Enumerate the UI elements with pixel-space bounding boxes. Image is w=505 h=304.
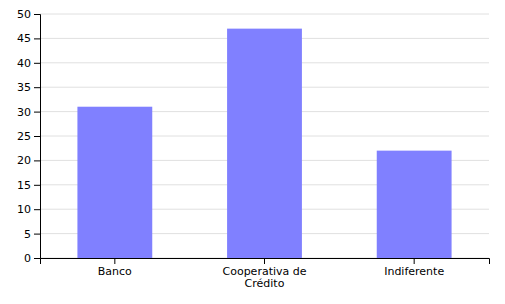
- y-tick-label: 30: [17, 106, 31, 119]
- y-tick: 40: [17, 57, 40, 70]
- y-tick-mark: [34, 87, 40, 88]
- x-tick: Banco: [98, 258, 132, 278]
- y-tick-label: 50: [17, 8, 31, 21]
- y-axis-line: [34, 15, 41, 259]
- plot: 0 5 10 15 20 25 30 35 40 45 50 Banco Cooperativa deC…: [17, 8, 490, 290]
- y-axis: 0 5 10 15 20 25 30 35 40 45 50: [17, 8, 41, 265]
- y-tick-label: 45: [17, 32, 31, 45]
- y-tick-label: 10: [17, 203, 31, 216]
- y-tick-mark: [34, 112, 40, 113]
- grid-line: [40, 14, 489, 15]
- y-tick-mark: [34, 160, 40, 161]
- y-tick: 50: [17, 8, 40, 21]
- y-tick-label: 35: [17, 81, 31, 94]
- bars: [77, 29, 451, 258]
- bar: [227, 29, 302, 258]
- grid: [40, 14, 489, 258]
- x-tick: Cooperativa deCrédito: [222, 258, 306, 290]
- y-tick-mark: [34, 258, 40, 259]
- y-tick: 20: [17, 154, 40, 167]
- y-tick: 5: [24, 228, 40, 241]
- x-axis: Banco Cooperativa deCrédito Indiferente: [41, 258, 490, 290]
- y-tick-mark: [34, 38, 40, 39]
- y-tick-label: 15: [17, 179, 31, 192]
- y-tick-mark: [34, 234, 40, 235]
- y-tick: 45: [17, 32, 40, 45]
- y-tick-mark: [34, 209, 40, 210]
- x-tick-label-line: Crédito: [245, 277, 285, 290]
- y-tick: 30: [17, 106, 40, 119]
- y-tick-label: 5: [24, 228, 31, 241]
- x-tick-mark: [264, 258, 265, 264]
- x-tick-label: Banco: [98, 265, 132, 278]
- y-tick: 0: [24, 252, 40, 265]
- bar: [377, 151, 452, 258]
- y-tick-mark: [34, 63, 40, 64]
- x-tick-label-line: Banco: [98, 265, 132, 278]
- x-tick-label: Cooperativa deCrédito: [222, 265, 306, 291]
- y-tick-label: 20: [17, 154, 31, 167]
- y-tick: 10: [17, 203, 40, 216]
- y-tick-label: 40: [17, 57, 31, 70]
- x-tick-mark: [414, 258, 415, 264]
- y-tick-mark: [34, 136, 40, 137]
- x-tick: Indiferente: [384, 258, 444, 278]
- x-axis-line: [41, 259, 490, 265]
- x-tick-label-line: Indiferente: [384, 265, 444, 278]
- x-tick-label: Indiferente: [384, 265, 444, 278]
- y-tick: 25: [17, 130, 40, 143]
- y-tick-mark: [34, 14, 40, 15]
- chart-container: 0 5 10 15 20 25 30 35 40 45 50 Banco Cooperativa deC…: [0, 0, 505, 304]
- y-tick: 15: [17, 179, 40, 192]
- x-tick-mark: [114, 258, 115, 264]
- y-tick: 35: [17, 81, 40, 94]
- y-tick-mark: [34, 185, 40, 186]
- chart: 0 5 10 15 20 25 30 35 40 45 50 Banco Cooperativa deC…: [0, 0, 505, 304]
- bar: [77, 107, 152, 258]
- x-tick-label-line: Cooperativa de: [222, 265, 306, 278]
- y-tick-label: 0: [24, 252, 31, 265]
- y-tick-label: 25: [17, 130, 31, 143]
